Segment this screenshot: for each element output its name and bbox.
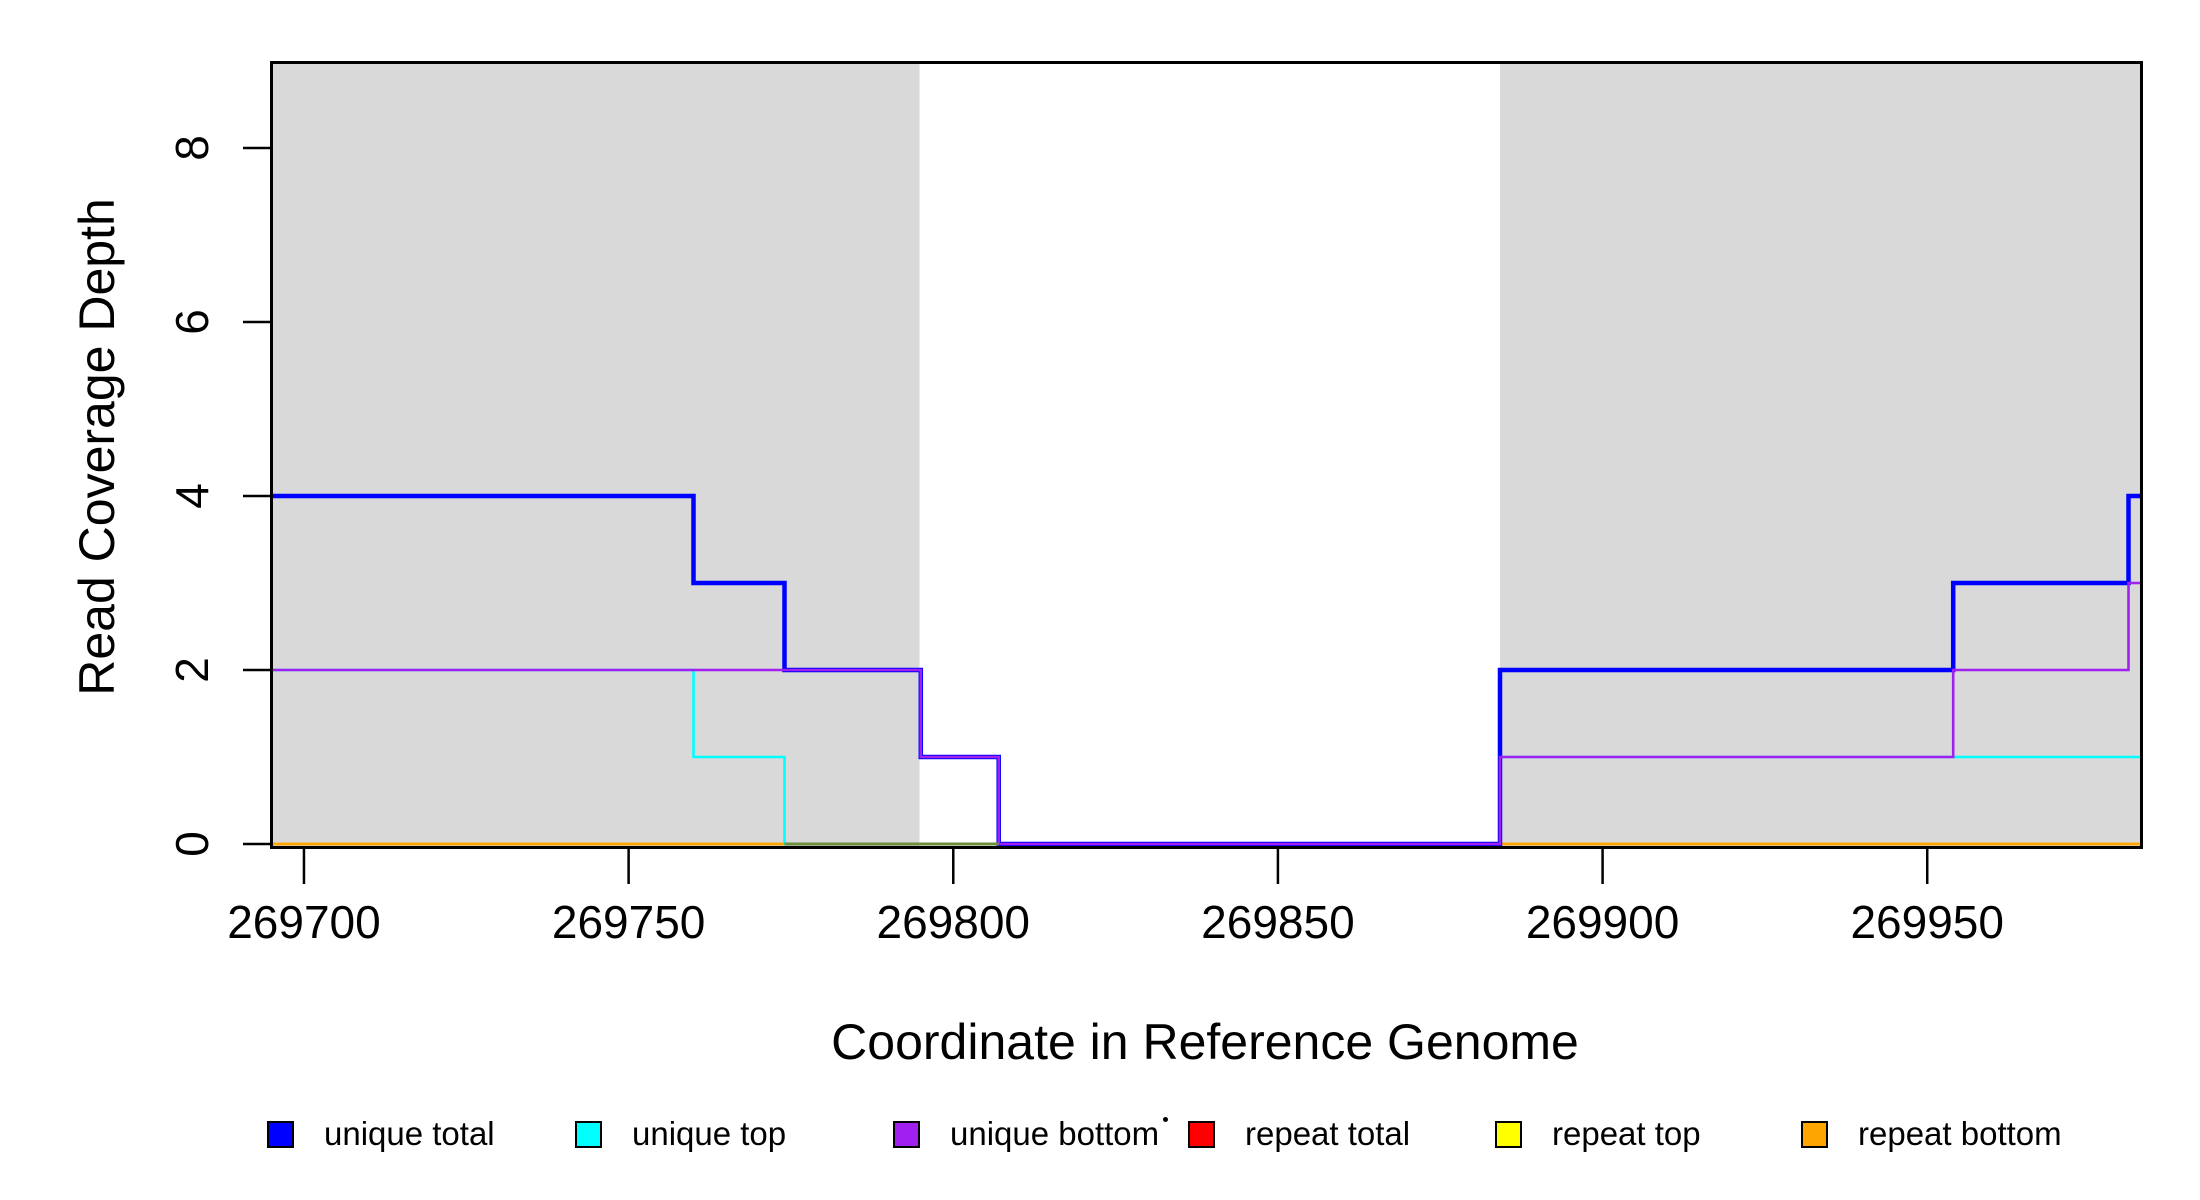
x-tick-label: 269750	[552, 896, 706, 948]
x-axis-title: Coordinate in Reference Genome	[831, 1014, 1579, 1070]
legend-item-repeat-bottom: repeat bottom	[1801, 1115, 2062, 1152]
legend-swatch-repeat-top	[1495, 1120, 1522, 1148]
x-tick-label: 269900	[1526, 896, 1680, 948]
y-axis-title: Read Coverage Depth	[69, 198, 125, 696]
x-tick-label: 269950	[1850, 896, 2004, 948]
legend-item-repeat-top: repeat top	[1495, 1115, 1701, 1152]
shaded-region-left	[271, 62, 920, 848]
legend-label: repeat total	[1245, 1115, 1411, 1152]
y-tick-label: 0	[166, 831, 218, 857]
y-tick-label: 4	[166, 483, 218, 509]
legend-item-unique-bottom: unique bottom	[893, 1115, 1160, 1152]
legend-label: repeat top	[1552, 1115, 1701, 1152]
y-tick-label: 8	[166, 135, 218, 161]
legend-label: repeat bottom	[1858, 1115, 2062, 1152]
legend-item-repeat-total: repeat total	[1188, 1115, 1411, 1152]
legend-label: unique total	[324, 1115, 495, 1152]
legend-item-unique-top: unique top	[575, 1115, 787, 1152]
plot-box	[270, 61, 2143, 849]
series-line-unique-bottom	[271, 581, 2142, 846]
legend-swatch-repeat-bottom	[1801, 1120, 1828, 1148]
x-tick-label: 269700	[227, 896, 381, 948]
x-tick-label: 269800	[877, 896, 1031, 948]
legend-swatch-unique-top	[575, 1120, 602, 1148]
legend-item-unique-total: unique total	[267, 1115, 495, 1152]
legend-label: unique top	[632, 1115, 787, 1152]
y-tick-label: 2	[166, 657, 218, 683]
legend-swatch-repeat-total	[1188, 1120, 1215, 1148]
shaded-region-right	[1499, 62, 2142, 848]
legend-swatch-unique-bottom	[893, 1120, 920, 1148]
y-tick-label: 6	[166, 309, 218, 335]
legend-swatch-unique-total	[267, 1120, 294, 1148]
legend-stray-dot	[1163, 1117, 1168, 1122]
x-tick-label: 269850	[1201, 896, 1355, 948]
legend-label: unique bottom	[950, 1115, 1160, 1152]
